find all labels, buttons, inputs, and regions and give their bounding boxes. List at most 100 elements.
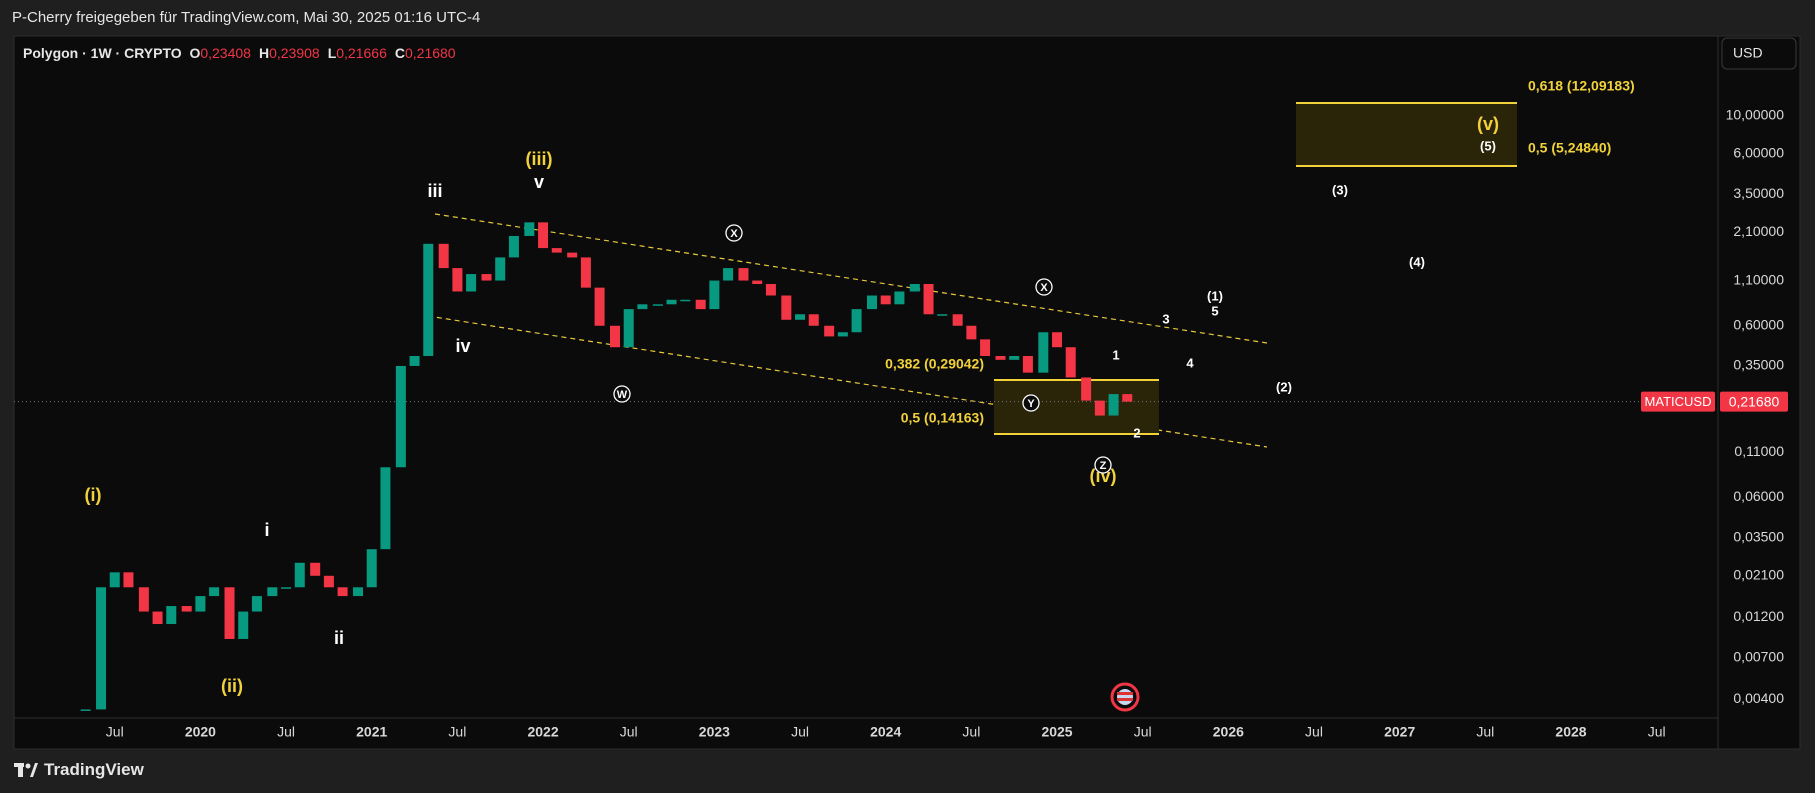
candle (909, 284, 920, 292)
brand: TradingView (44, 760, 144, 779)
candle (580, 257, 591, 288)
ohlc-value: 0,21666 (336, 45, 387, 61)
candle (966, 325, 977, 340)
candle (723, 268, 734, 281)
x-tick-label: Jul (277, 724, 295, 740)
x-tick-label: Jul (106, 724, 124, 740)
symbol-tag-text: MATICUSD (1645, 394, 1712, 409)
y-tick-label: 0,35000 (1733, 357, 1784, 373)
x-tick-label: Jul (1305, 724, 1323, 740)
y-tick-label: 2,10000 (1733, 223, 1784, 239)
last-price-text: 0,21680 (1729, 393, 1780, 409)
fib-zone-upper (1296, 103, 1517, 166)
wave-label: W (617, 389, 628, 401)
candle (738, 268, 749, 281)
candle (695, 299, 706, 310)
wave-label: (4) (1409, 254, 1425, 269)
wave-label: X (1040, 282, 1048, 294)
candle (438, 243, 449, 269)
x-tick-label: Jul (1648, 724, 1666, 740)
wave-label: iv (455, 336, 470, 356)
x-tick-label: 2020 (185, 724, 216, 740)
y-tick-label: 6,00000 (1733, 145, 1784, 161)
wave-label: 2 (1133, 425, 1140, 440)
wave-label: 3 (1162, 311, 1169, 326)
candle (637, 304, 648, 310)
candle (409, 355, 420, 366)
wave-label: (5) (1480, 138, 1496, 153)
ohlc-key: O (189, 45, 201, 61)
y-tick-label: 3,50000 (1733, 185, 1784, 201)
candle (866, 295, 877, 310)
fib-label: 0,5 (5,24840) (1528, 140, 1611, 156)
wave-label: Y (1027, 398, 1035, 410)
x-tick-label: Jul (1476, 724, 1494, 740)
candle (96, 587, 107, 710)
candle (524, 222, 535, 236)
last-price-tag (1720, 391, 1788, 412)
candle (837, 332, 848, 337)
candle (181, 606, 192, 612)
candle (795, 314, 806, 320)
wave-label: 5 (1211, 303, 1218, 318)
fib-label: 0,382 (0,29042) (885, 356, 984, 372)
ohlc-value: 0,21680 (404, 45, 456, 61)
wave-label: (iv) (1090, 466, 1117, 486)
candle (923, 284, 934, 315)
candle (310, 562, 321, 576)
y-tick-label: 0,02100 (1733, 566, 1784, 582)
candle (481, 274, 492, 281)
y-tick-label: 0,11000 (1734, 443, 1784, 459)
candle (567, 252, 578, 258)
wave-label: i (264, 520, 269, 540)
candle (495, 257, 506, 281)
candle (680, 299, 691, 302)
y-tick-label: 10,00000 (1726, 107, 1785, 123)
y-tick-label: 0,60000 (1733, 316, 1784, 332)
x-tick-label: 2023 (699, 724, 730, 740)
candle (1009, 355, 1020, 360)
wave-label: ii (334, 628, 344, 648)
candle (80, 709, 91, 711)
candle (610, 325, 621, 348)
candle (980, 339, 991, 356)
ohlc-key: L (327, 45, 337, 61)
wave-label: Z (1100, 460, 1107, 472)
candle (765, 284, 776, 296)
currency-button[interactable] (1721, 37, 1797, 70)
y-tick-label: 0,01200 (1733, 608, 1784, 624)
candle (538, 222, 549, 249)
wave-label: 4 (1186, 355, 1194, 370)
x-tick-label: 2026 (1213, 724, 1244, 740)
candle (851, 309, 862, 333)
candle (323, 575, 334, 588)
wave-circle (1094, 456, 1112, 474)
channel-lower (427, 315, 1268, 448)
candle (209, 587, 220, 597)
y-tick-label: 0,06000 (1733, 488, 1784, 504)
candle (952, 314, 963, 326)
currency[interactable]: USD (1733, 45, 1763, 61)
wave-circle (613, 385, 631, 403)
symbol-legend: Polygon · 1W · CRYPTO O0,23408 H0,23908 L0… (23, 45, 464, 61)
wave-label: (1) (1207, 288, 1223, 303)
candle (1065, 347, 1076, 378)
x-tick-label: 2028 (1555, 724, 1586, 740)
wave-label: 1 (1112, 347, 1119, 362)
candle (395, 365, 406, 468)
candle (1022, 355, 1033, 373)
logo (14, 763, 38, 777)
candle (937, 314, 948, 316)
candle (152, 611, 163, 625)
ohlc-value: 0,23908 (269, 45, 320, 61)
candle (551, 248, 562, 253)
wave-circle (1022, 394, 1040, 412)
candle (337, 587, 348, 597)
fib-label: 0,618 (12,09183) (1528, 78, 1635, 94)
y-tick-label: 0,00400 (1733, 690, 1784, 706)
candle (1094, 400, 1105, 416)
fib-label: 0,5 (0,14163) (901, 410, 984, 426)
ohlc-key: C (394, 45, 405, 61)
y-tick-label: 1,10000 (1733, 271, 1784, 287)
